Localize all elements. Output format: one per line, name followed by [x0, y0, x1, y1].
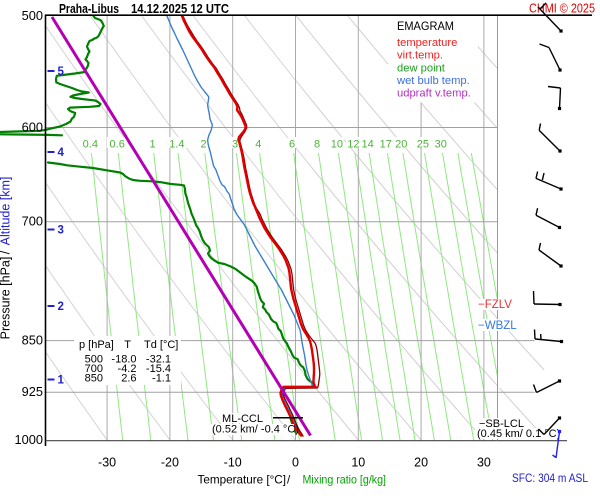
svg-text:(0.45 km/ 0.1 °C): (0.45 km/ 0.1 °C) — [477, 428, 560, 440]
svg-text:1: 1 — [149, 138, 155, 150]
svg-text:20: 20 — [414, 456, 428, 470]
svg-text:17: 17 — [380, 138, 392, 150]
svg-text:temperature: temperature — [397, 37, 457, 49]
svg-text:14.12.2025 12 UTC: 14.12.2025 12 UTC — [131, 1, 230, 16]
svg-text:wet bulb temp.: wet bulb temp. — [396, 75, 470, 87]
svg-text:-10: -10 — [224, 456, 242, 470]
svg-text:30: 30 — [435, 138, 447, 150]
svg-text:1: 1 — [58, 375, 65, 387]
svg-text:Pressure [hPa]: Pressure [hPa] — [0, 257, 13, 340]
svg-text:3: 3 — [232, 138, 238, 150]
svg-text:−SB-LCL: −SB-LCL — [479, 418, 524, 430]
svg-text:-4.2: -4.2 — [118, 363, 137, 375]
svg-text:-1.1: -1.1 — [152, 373, 171, 385]
svg-text:700: 700 — [85, 363, 103, 375]
svg-text:10: 10 — [351, 456, 365, 470]
svg-text:/: / — [0, 250, 13, 254]
svg-text:925: 925 — [22, 384, 43, 399]
svg-text:25: 25 — [417, 138, 429, 150]
svg-text:0.4: 0.4 — [83, 138, 98, 150]
svg-text:Altitude [km]: Altitude [km] — [0, 177, 13, 246]
svg-text:600: 600 — [22, 119, 43, 134]
svg-text:3: 3 — [58, 225, 64, 237]
svg-text:(0.52 km/ -0.4 °C): (0.52 km/ -0.4 °C) — [212, 424, 299, 436]
svg-text:2.6: 2.6 — [121, 373, 136, 385]
svg-text:700: 700 — [22, 214, 43, 229]
svg-text:0.6: 0.6 — [110, 138, 125, 150]
svg-text:Td [°C]: Td [°C] — [144, 339, 178, 351]
svg-text:dew point: dew point — [397, 62, 446, 74]
svg-text:-32.1: -32.1 — [146, 354, 171, 366]
svg-text:Praha-Libus: Praha-Libus — [59, 1, 119, 16]
svg-text:-15.4: -15.4 — [146, 363, 171, 375]
svg-text:−WBZL: −WBZL — [478, 320, 517, 332]
svg-text:2: 2 — [200, 138, 206, 150]
svg-text:T: T — [124, 339, 131, 351]
svg-text:p [hPa]: p [hPa] — [79, 339, 114, 351]
svg-text:5: 5 — [58, 66, 65, 78]
svg-text:500: 500 — [85, 354, 103, 366]
svg-text:4: 4 — [255, 138, 261, 150]
svg-text:4: 4 — [58, 147, 65, 159]
svg-text:EMAGRAM: EMAGRAM — [397, 19, 454, 33]
svg-text:−FZLV: −FZLV — [478, 299, 512, 311]
svg-text:-30: -30 — [98, 456, 116, 470]
svg-text:500: 500 — [22, 8, 43, 23]
svg-text:14: 14 — [361, 138, 373, 150]
svg-text:850: 850 — [85, 373, 103, 385]
svg-text:1000: 1000 — [15, 432, 43, 447]
svg-text:Mixing ratio [g/kg]: Mixing ratio [g/kg] — [303, 474, 387, 487]
svg-text:-18.0: -18.0 — [111, 354, 136, 366]
svg-text:SFC: 304 m ASL: SFC: 304 m ASL — [512, 473, 589, 485]
svg-text:udpraft v.temp.: udpraft v.temp. — [397, 88, 471, 100]
svg-text:Temperature [°C]: Temperature [°C] — [198, 474, 286, 487]
svg-text:10: 10 — [331, 138, 343, 150]
svg-text:12: 12 — [347, 138, 359, 150]
svg-text:6: 6 — [289, 138, 295, 150]
svg-text:2: 2 — [58, 301, 64, 313]
svg-text:virt.temp.: virt.temp. — [397, 50, 443, 62]
svg-text:1.4: 1.4 — [169, 138, 184, 150]
svg-text:-20: -20 — [161, 456, 179, 470]
svg-text:0: 0 — [292, 456, 299, 470]
svg-text:850: 850 — [22, 333, 43, 348]
svg-text:/: / — [287, 474, 291, 487]
svg-text:30: 30 — [477, 456, 491, 470]
svg-text:ML-CCL: ML-CCL — [222, 413, 263, 425]
svg-text:20: 20 — [395, 138, 407, 150]
svg-text:8: 8 — [314, 138, 320, 150]
